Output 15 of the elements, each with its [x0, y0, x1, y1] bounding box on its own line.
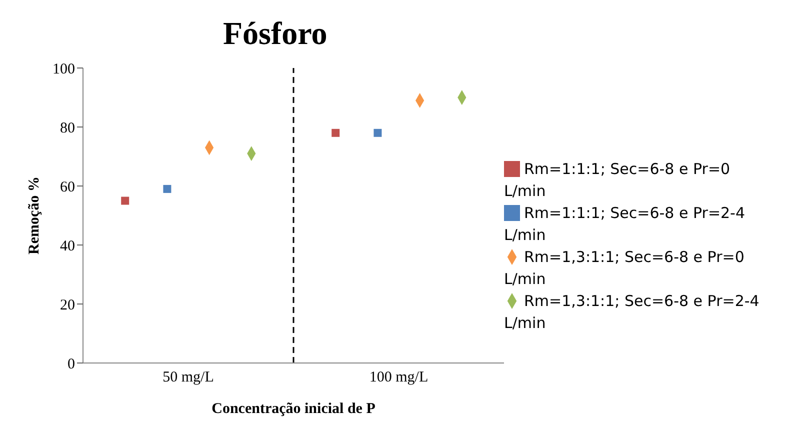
legend-label: Rm=1,3:1:1; Sec=6-8 e Pr=2-4 L/min: [504, 292, 760, 332]
legend-label: Rm=1:1:1; Sec=6-8 e Pr=0 L/min: [504, 160, 730, 200]
y-axis-title: Remoção %: [26, 176, 42, 254]
x-axis-title: Concentração inicial de P: [212, 401, 376, 417]
legend-label: Rm=1:1:1; Sec=6-8 e Pr=2-4 L/min: [504, 204, 746, 244]
y-tick-label: 20: [60, 297, 75, 314]
y-tick-label: 80: [60, 120, 75, 136]
legend-label: Rm=1,3:1:1; Sec=6-8 e Pr=0 L/min: [504, 248, 744, 288]
chart-title: Fósforo: [222, 14, 328, 53]
y-tick-label: 0: [68, 356, 75, 372]
y-tick-label: 100: [52, 61, 75, 78]
y-tick-label: 40: [60, 238, 75, 254]
y-tick-label: 60: [60, 179, 75, 196]
x-tick-label: 50 mg/L: [162, 370, 214, 386]
x-tick-label: 100 mg/L: [369, 370, 428, 386]
